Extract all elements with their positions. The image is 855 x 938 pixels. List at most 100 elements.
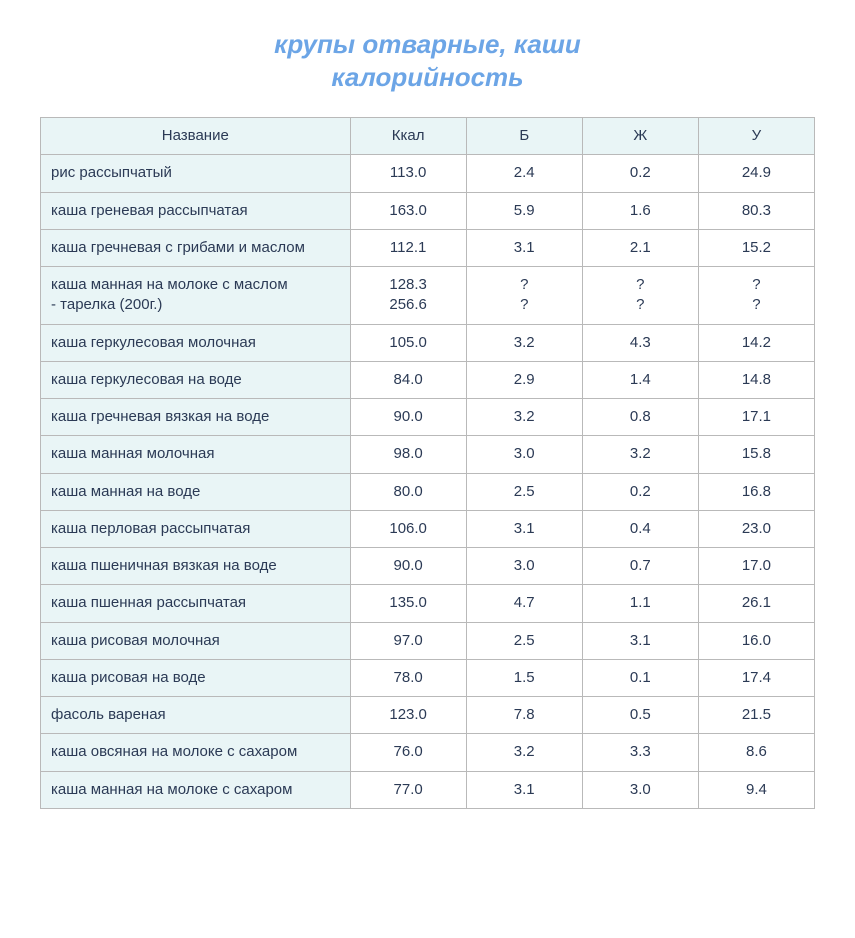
table-row: каша геркулесовая молочная105.03.24.314.… (41, 324, 815, 361)
page-title: крупы отварные, каши калорийность (40, 28, 815, 93)
cell-zh: 3.0 (582, 771, 698, 808)
cell-u: 21.5 (698, 697, 814, 734)
table-row: каша пшенная рассыпчатая135.04.71.126.1 (41, 585, 815, 622)
table-row: рис рассыпчатый113.02.40.224.9 (41, 155, 815, 192)
cell-u: 15.2 (698, 229, 814, 266)
title-line-2: калорийность (331, 62, 523, 92)
cell-u: 16.8 (698, 473, 814, 510)
table-row: каша перловая рассыпчатая106.03.10.423.0 (41, 510, 815, 547)
cell-u: 9.4 (698, 771, 814, 808)
cell-name: каша манная на молоке с маслом - тарелка… (41, 267, 351, 325)
cell-b: 2.4 (466, 155, 582, 192)
title-line-1: крупы отварные, каши (274, 29, 581, 59)
cell-u: 15.8 (698, 436, 814, 473)
cell-zh: 0.5 (582, 697, 698, 734)
calorie-table: Название Ккал Б Ж У рис рассыпчатый113.0… (40, 117, 815, 809)
cell-u: 14.2 (698, 324, 814, 361)
cell-u: ? ? (698, 267, 814, 325)
cell-u: 23.0 (698, 510, 814, 547)
col-header-carb: У (698, 118, 814, 155)
cell-b: 3.2 (466, 324, 582, 361)
cell-name: каша геркулесовая на воде (41, 361, 351, 398)
cell-kcal: 84.0 (350, 361, 466, 398)
table-row: каша овсяная на молоке с сахаром76.03.23… (41, 734, 815, 771)
cell-kcal: 76.0 (350, 734, 466, 771)
table-header-row: Название Ккал Б Ж У (41, 118, 815, 155)
cell-u: 16.0 (698, 622, 814, 659)
cell-name: каша манная молочная (41, 436, 351, 473)
table-row: каша манная на молоке с сахаром77.03.13.… (41, 771, 815, 808)
cell-u: 8.6 (698, 734, 814, 771)
cell-b: 3.1 (466, 510, 582, 547)
cell-name: каша рисовая молочная (41, 622, 351, 659)
col-header-name: Название (41, 118, 351, 155)
cell-b: 4.7 (466, 585, 582, 622)
col-header-kcal: Ккал (350, 118, 466, 155)
cell-kcal: 123.0 (350, 697, 466, 734)
cell-u: 80.3 (698, 192, 814, 229)
cell-kcal: 135.0 (350, 585, 466, 622)
cell-b: 3.2 (466, 734, 582, 771)
cell-kcal: 97.0 (350, 622, 466, 659)
cell-zh: 1.1 (582, 585, 698, 622)
cell-name: фасоль вареная (41, 697, 351, 734)
cell-zh: 0.2 (582, 155, 698, 192)
cell-b: 5.9 (466, 192, 582, 229)
cell-b: 3.2 (466, 399, 582, 436)
cell-zh: 0.7 (582, 548, 698, 585)
cell-zh: 3.2 (582, 436, 698, 473)
cell-name: каша манная на воде (41, 473, 351, 510)
cell-b: 3.1 (466, 229, 582, 266)
cell-u: 17.4 (698, 659, 814, 696)
cell-u: 17.1 (698, 399, 814, 436)
col-header-fat: Ж (582, 118, 698, 155)
cell-kcal: 128.3 256.6 (350, 267, 466, 325)
cell-name: каша пшенная рассыпчатая (41, 585, 351, 622)
table-row: каша пшеничная вязкая на воде90.03.00.71… (41, 548, 815, 585)
cell-name: каша пшеничная вязкая на воде (41, 548, 351, 585)
table-row: каша рисовая молочная97.02.53.116.0 (41, 622, 815, 659)
cell-kcal: 163.0 (350, 192, 466, 229)
table-row: каша гречневая вязкая на воде90.03.20.81… (41, 399, 815, 436)
table-row: каша манная на воде80.02.50.216.8 (41, 473, 815, 510)
cell-name: каша гречневая с грибами и маслом (41, 229, 351, 266)
cell-kcal: 112.1 (350, 229, 466, 266)
cell-b: 3.0 (466, 436, 582, 473)
cell-zh: 0.1 (582, 659, 698, 696)
cell-kcal: 98.0 (350, 436, 466, 473)
cell-kcal: 80.0 (350, 473, 466, 510)
table-row: каша гречневая с грибами и маслом112.13.… (41, 229, 815, 266)
cell-u: 26.1 (698, 585, 814, 622)
cell-name: каша греневая рассыпчатая (41, 192, 351, 229)
cell-zh: 0.2 (582, 473, 698, 510)
cell-zh: 1.4 (582, 361, 698, 398)
cell-zh: 0.8 (582, 399, 698, 436)
table-row: каша рисовая на воде78.01.50.117.4 (41, 659, 815, 696)
cell-u: 24.9 (698, 155, 814, 192)
cell-zh: 0.4 (582, 510, 698, 547)
cell-kcal: 77.0 (350, 771, 466, 808)
table-row: каша манная на молоке с маслом - тарелка… (41, 267, 815, 325)
cell-name: каша геркулесовая молочная (41, 324, 351, 361)
cell-zh: 3.3 (582, 734, 698, 771)
cell-b: ? ? (466, 267, 582, 325)
cell-zh: 4.3 (582, 324, 698, 361)
cell-kcal: 105.0 (350, 324, 466, 361)
cell-zh: 2.1 (582, 229, 698, 266)
table-row: каша геркулесовая на воде84.02.91.414.8 (41, 361, 815, 398)
cell-b: 2.5 (466, 622, 582, 659)
cell-kcal: 78.0 (350, 659, 466, 696)
table-row: каша манная молочная98.03.03.215.8 (41, 436, 815, 473)
cell-b: 2.9 (466, 361, 582, 398)
cell-kcal: 90.0 (350, 399, 466, 436)
col-header-protein: Б (466, 118, 582, 155)
cell-name: каша овсяная на молоке с сахаром (41, 734, 351, 771)
cell-b: 7.8 (466, 697, 582, 734)
cell-b: 1.5 (466, 659, 582, 696)
cell-name: каша манная на молоке с сахаром (41, 771, 351, 808)
table-row: фасоль вареная123.07.80.521.5 (41, 697, 815, 734)
table-row: каша греневая рассыпчатая163.05.91.680.3 (41, 192, 815, 229)
cell-kcal: 113.0 (350, 155, 466, 192)
cell-zh: 1.6 (582, 192, 698, 229)
cell-name: каша гречневая вязкая на воде (41, 399, 351, 436)
